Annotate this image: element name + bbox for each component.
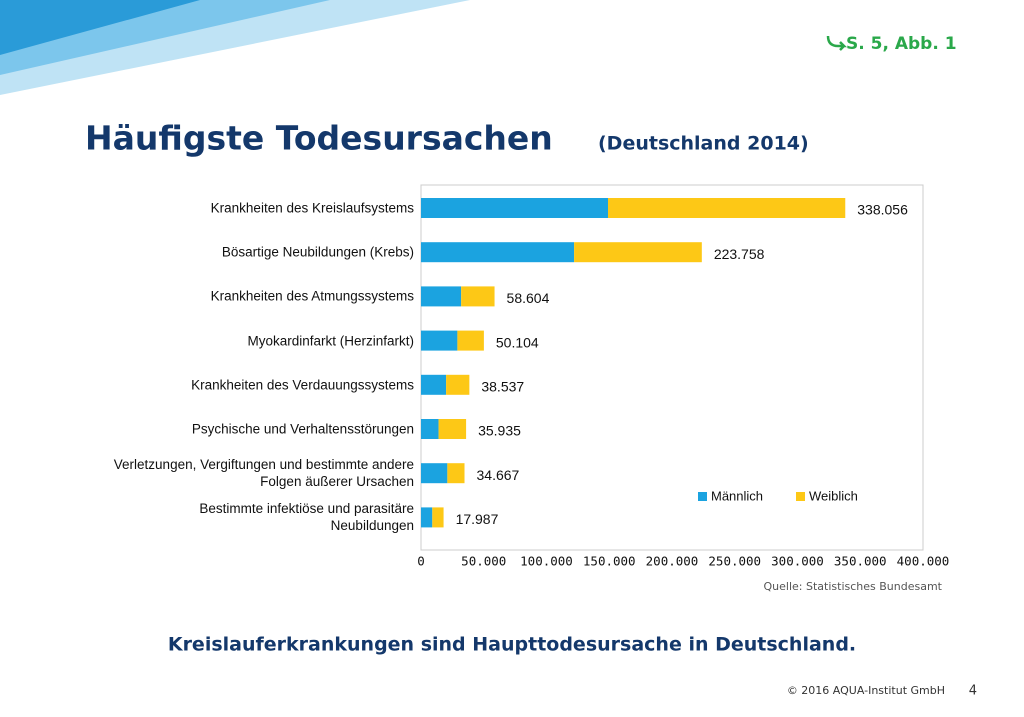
- x-tick-label: 150.000: [583, 554, 636, 569]
- legend-swatch: [796, 492, 805, 501]
- total-label: 223.758: [714, 246, 765, 262]
- legend-label: Weiblich: [809, 488, 858, 503]
- bar-segment: [607, 198, 846, 218]
- total-label: 34.667: [477, 467, 520, 483]
- plot-frame: [420, 184, 924, 551]
- bar-segment: [432, 507, 444, 528]
- category-label: Krankheiten des Verdauungssystems: [191, 377, 414, 393]
- category-label: Verletzungen, Vergiftungen und bestimmte…: [113, 457, 414, 490]
- x-tick-label: 200.000: [646, 554, 699, 569]
- category-label: Bösartige Neubildungen (Krebs): [221, 244, 414, 260]
- x-tick-label: 300.000: [771, 554, 824, 569]
- legend-swatch: [698, 492, 707, 501]
- bar-segment: [574, 242, 702, 263]
- bar-segment: [438, 419, 467, 439]
- bar-segment: [446, 374, 470, 395]
- bar-segment: [421, 330, 458, 351]
- x-tick-label: 0: [417, 554, 425, 569]
- category-label: Krankheiten des Atmungssystems: [210, 288, 414, 304]
- headline: Kreislauferkrankungen sind Haupttodesurs…: [168, 634, 856, 656]
- total-label: 17.987: [456, 511, 499, 527]
- footer: © 2016 AQUA-Institut GmbH: [787, 684, 945, 697]
- legend-label: Männlich: [711, 488, 763, 503]
- category-label: Krankheiten des Kreislaufsystems: [210, 200, 414, 216]
- total-label: 38.537: [481, 379, 524, 395]
- title-note: (Deutschland 2014): [598, 133, 809, 155]
- x-tick-label: 250.000: [708, 554, 761, 569]
- bar-segment: [421, 507, 433, 528]
- bar-segment: [421, 463, 448, 484]
- x-tick-label: 350.000: [834, 554, 887, 569]
- bar-segment: [421, 198, 608, 218]
- title: Häufigste Todesursachen: [85, 119, 553, 158]
- bar-segment: [461, 286, 495, 307]
- bar-segment: [447, 463, 465, 484]
- total-label: 50.104: [496, 334, 539, 350]
- x-tick-label: 400.000: [897, 554, 950, 569]
- category-label: Myokardinfarkt (Herzinfarkt): [247, 333, 414, 349]
- x-tick-label: 100.000: [520, 554, 573, 569]
- bar-segment: [421, 242, 575, 263]
- bar-segment: [421, 286, 462, 307]
- category-label: Bestimmte infektiöse und parasitäre Neub…: [199, 501, 414, 534]
- source: Quelle: Statistisches Bundesamt: [764, 580, 943, 593]
- bar-segment: [421, 374, 447, 395]
- ref-arrow: [826, 35, 848, 51]
- page-number: 4: [969, 684, 977, 699]
- x-tick-label: 50.000: [461, 554, 506, 569]
- bar-segment: [421, 419, 439, 439]
- reference: S. 5, Abb. 1: [846, 34, 957, 54]
- category-label: Psychische und Verhaltensstörungen: [191, 421, 414, 437]
- bar-segment: [457, 330, 484, 351]
- total-label: 35.935: [478, 423, 521, 439]
- decor: [0, 0, 200, 55]
- total-label: 338.056: [857, 202, 908, 218]
- total-label: 58.604: [507, 290, 550, 306]
